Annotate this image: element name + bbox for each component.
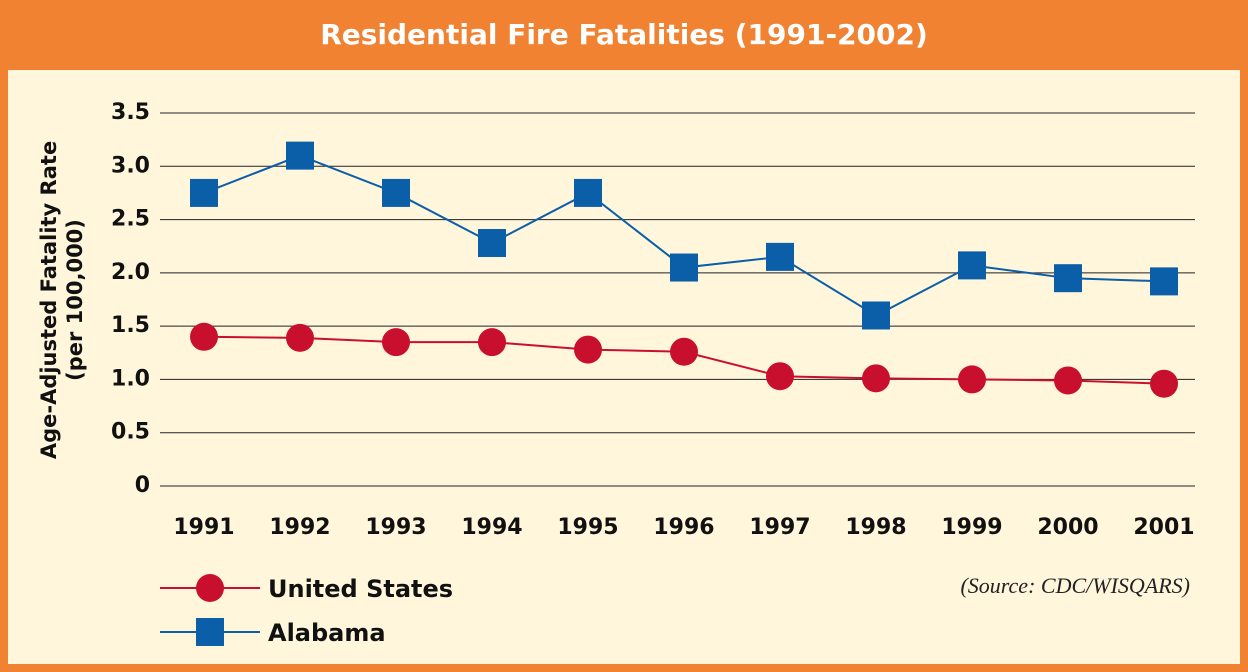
marker <box>286 141 314 170</box>
y-tick-label: 1.0 <box>111 366 150 391</box>
x-tick-label: 1994 <box>461 515 522 540</box>
legend-marker <box>196 574 224 602</box>
marker <box>190 322 218 351</box>
marker <box>1054 264 1082 293</box>
plot-background <box>8 70 1240 664</box>
x-tick-label: 1991 <box>173 515 234 540</box>
legend-label: Alabama <box>268 619 386 647</box>
x-tick-label: 1993 <box>365 515 426 540</box>
x-tick-label: 1999 <box>941 515 1002 540</box>
x-tick-label: 1997 <box>749 515 810 540</box>
x-tick-label: 2001 <box>1133 515 1194 540</box>
marker <box>574 335 602 364</box>
marker <box>382 178 410 207</box>
y-tick-label: 3.5 <box>111 100 150 125</box>
marker <box>862 364 890 393</box>
marker <box>1054 366 1082 395</box>
marker <box>862 301 890 330</box>
marker <box>190 178 218 207</box>
y-tick-label: 2.0 <box>111 260 150 285</box>
marker <box>1150 369 1178 398</box>
x-tick-label: 1992 <box>269 515 330 540</box>
x-tick-label: 1998 <box>845 515 906 540</box>
x-tick-label: 1995 <box>557 515 618 540</box>
y-axis-label: (per 100,000) <box>63 219 87 381</box>
marker <box>1150 267 1178 296</box>
x-tick-label: 2000 <box>1037 515 1098 540</box>
marker <box>382 328 410 357</box>
marker <box>958 251 986 280</box>
marker <box>766 242 794 271</box>
marker <box>766 362 794 391</box>
y-tick-label: 2.5 <box>111 207 150 232</box>
legend-marker <box>196 618 224 646</box>
y-tick-label: 0.5 <box>111 420 150 445</box>
marker <box>478 328 506 357</box>
marker <box>670 337 698 366</box>
marker <box>574 178 602 207</box>
marker <box>286 323 314 352</box>
marker <box>958 365 986 394</box>
y-tick-label: 0 <box>135 473 150 498</box>
marker <box>478 229 506 258</box>
legend-label: United States <box>268 575 453 603</box>
x-tick-label: 1996 <box>653 515 714 540</box>
chart-title: Residential Fire Fatalities (1991-2002) <box>320 18 928 51</box>
y-tick-label: 1.5 <box>111 313 150 338</box>
marker <box>670 253 698 282</box>
y-tick-label: 3.0 <box>111 153 150 178</box>
source-note: (Source: CDC/WISQARS) <box>960 573 1190 598</box>
y-axis-label: Age-Adjusted Fatality Rate <box>37 141 61 459</box>
